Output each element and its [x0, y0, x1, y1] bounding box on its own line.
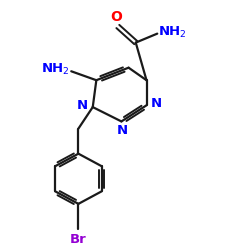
- Text: O: O: [110, 10, 122, 24]
- Text: N: N: [151, 97, 162, 110]
- Text: NH$_2$: NH$_2$: [41, 62, 70, 77]
- Text: N: N: [117, 124, 128, 137]
- Text: NH$_2$: NH$_2$: [158, 25, 187, 40]
- Text: N: N: [77, 99, 88, 112]
- Text: Br: Br: [70, 232, 87, 245]
